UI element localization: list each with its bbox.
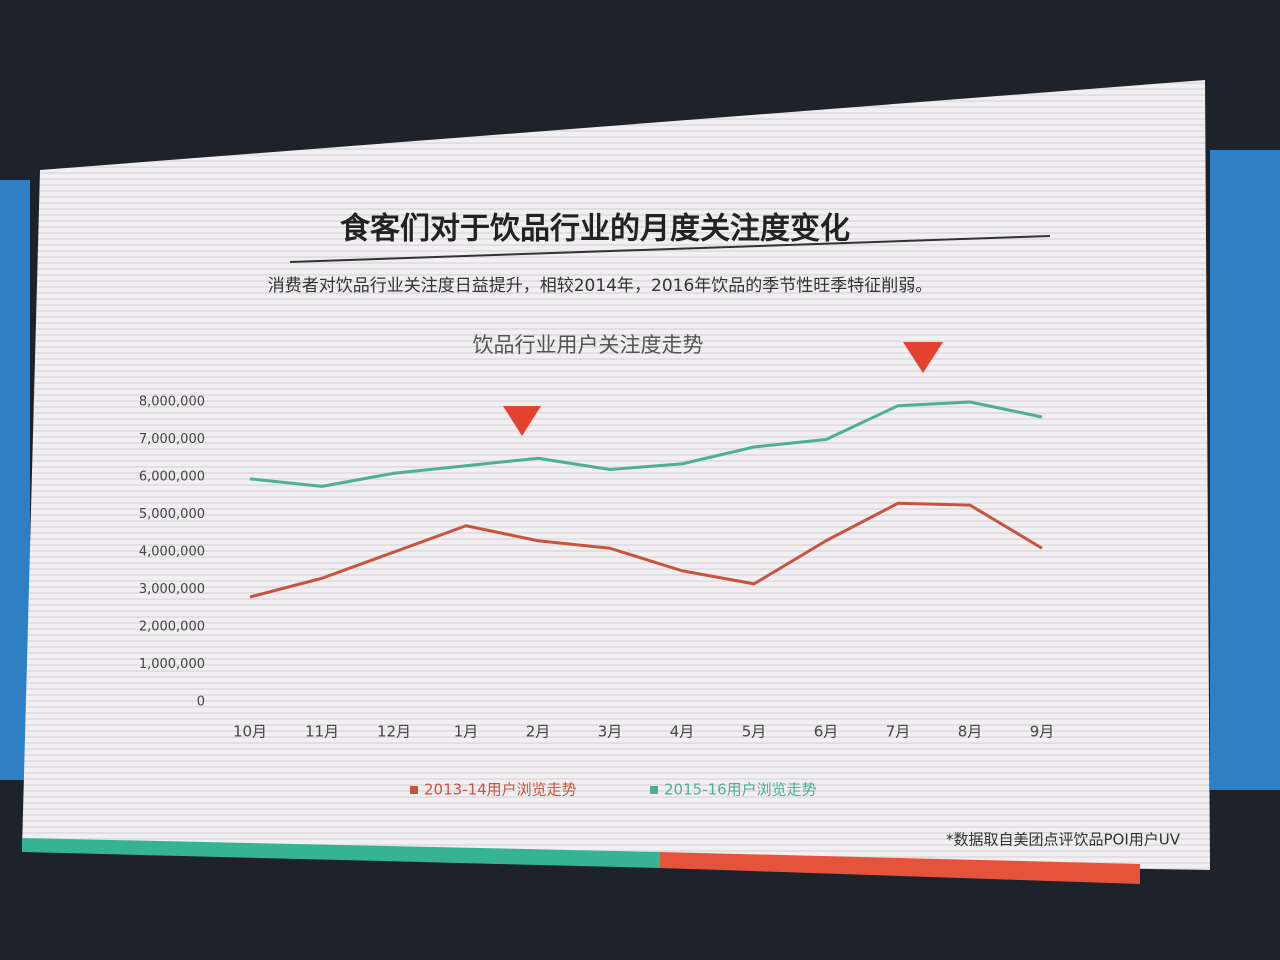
y-tick-label: 0 bbox=[197, 695, 205, 710]
marker-triangle bbox=[503, 406, 541, 436]
series-line bbox=[249, 501, 1043, 599]
slide-subtitle: 消费者对饮品行业关注度日益提升，相较2014年，2016年饮品的季节性旺季特征削… bbox=[268, 276, 933, 296]
slide-bar bbox=[22, 838, 660, 868]
x-tick-label: 4月 bbox=[670, 723, 695, 741]
series-line bbox=[249, 400, 1043, 488]
x-tick-label: 2月 bbox=[526, 723, 551, 741]
x-tick-label: 10月 bbox=[233, 723, 267, 741]
y-tick-label: 7,000,000 bbox=[139, 432, 205, 447]
y-tick-label: 4,000,000 bbox=[139, 545, 205, 560]
chart-title: 饮品行业用户关注度走势 bbox=[473, 333, 704, 357]
side-screen bbox=[1210, 150, 1280, 790]
x-tick-label: 5月 bbox=[742, 723, 767, 741]
legend-swatch bbox=[650, 786, 658, 794]
legend-label: 2015-16用户浏览走势 bbox=[664, 781, 817, 799]
y-tick-label: 8,000,000 bbox=[139, 395, 205, 410]
y-tick-label: 5,000,000 bbox=[139, 507, 205, 522]
side-screen bbox=[0, 180, 30, 780]
x-tick-label: 6月 bbox=[814, 723, 839, 741]
marker-triangle bbox=[903, 342, 943, 373]
y-tick-label: 3,000,000 bbox=[139, 582, 205, 597]
x-tick-label: 7月 bbox=[886, 723, 911, 741]
slide-title: 食客们对于饮品行业的月度关注度变化 bbox=[340, 212, 850, 247]
footnote: *数据取自美团点评饮品POI用户UV bbox=[946, 831, 1181, 849]
slide-bar bbox=[660, 852, 1140, 884]
x-tick-label: 1月 bbox=[454, 723, 479, 741]
x-tick-label: 3月 bbox=[598, 723, 623, 741]
x-tick-label: 9月 bbox=[1030, 723, 1055, 741]
y-tick-label: 2,000,000 bbox=[139, 620, 205, 635]
y-tick-label: 6,000,000 bbox=[139, 470, 205, 485]
x-tick-label: 11月 bbox=[305, 723, 339, 741]
slide bbox=[22, 80, 1210, 870]
x-tick-label: 12月 bbox=[377, 723, 411, 741]
y-tick-label: 1,000,000 bbox=[139, 657, 205, 672]
title-rule bbox=[289, 235, 1051, 263]
legend-swatch bbox=[410, 786, 418, 794]
legend-label: 2013-14用户浏览走势 bbox=[424, 781, 577, 799]
x-tick-label: 8月 bbox=[958, 723, 983, 741]
